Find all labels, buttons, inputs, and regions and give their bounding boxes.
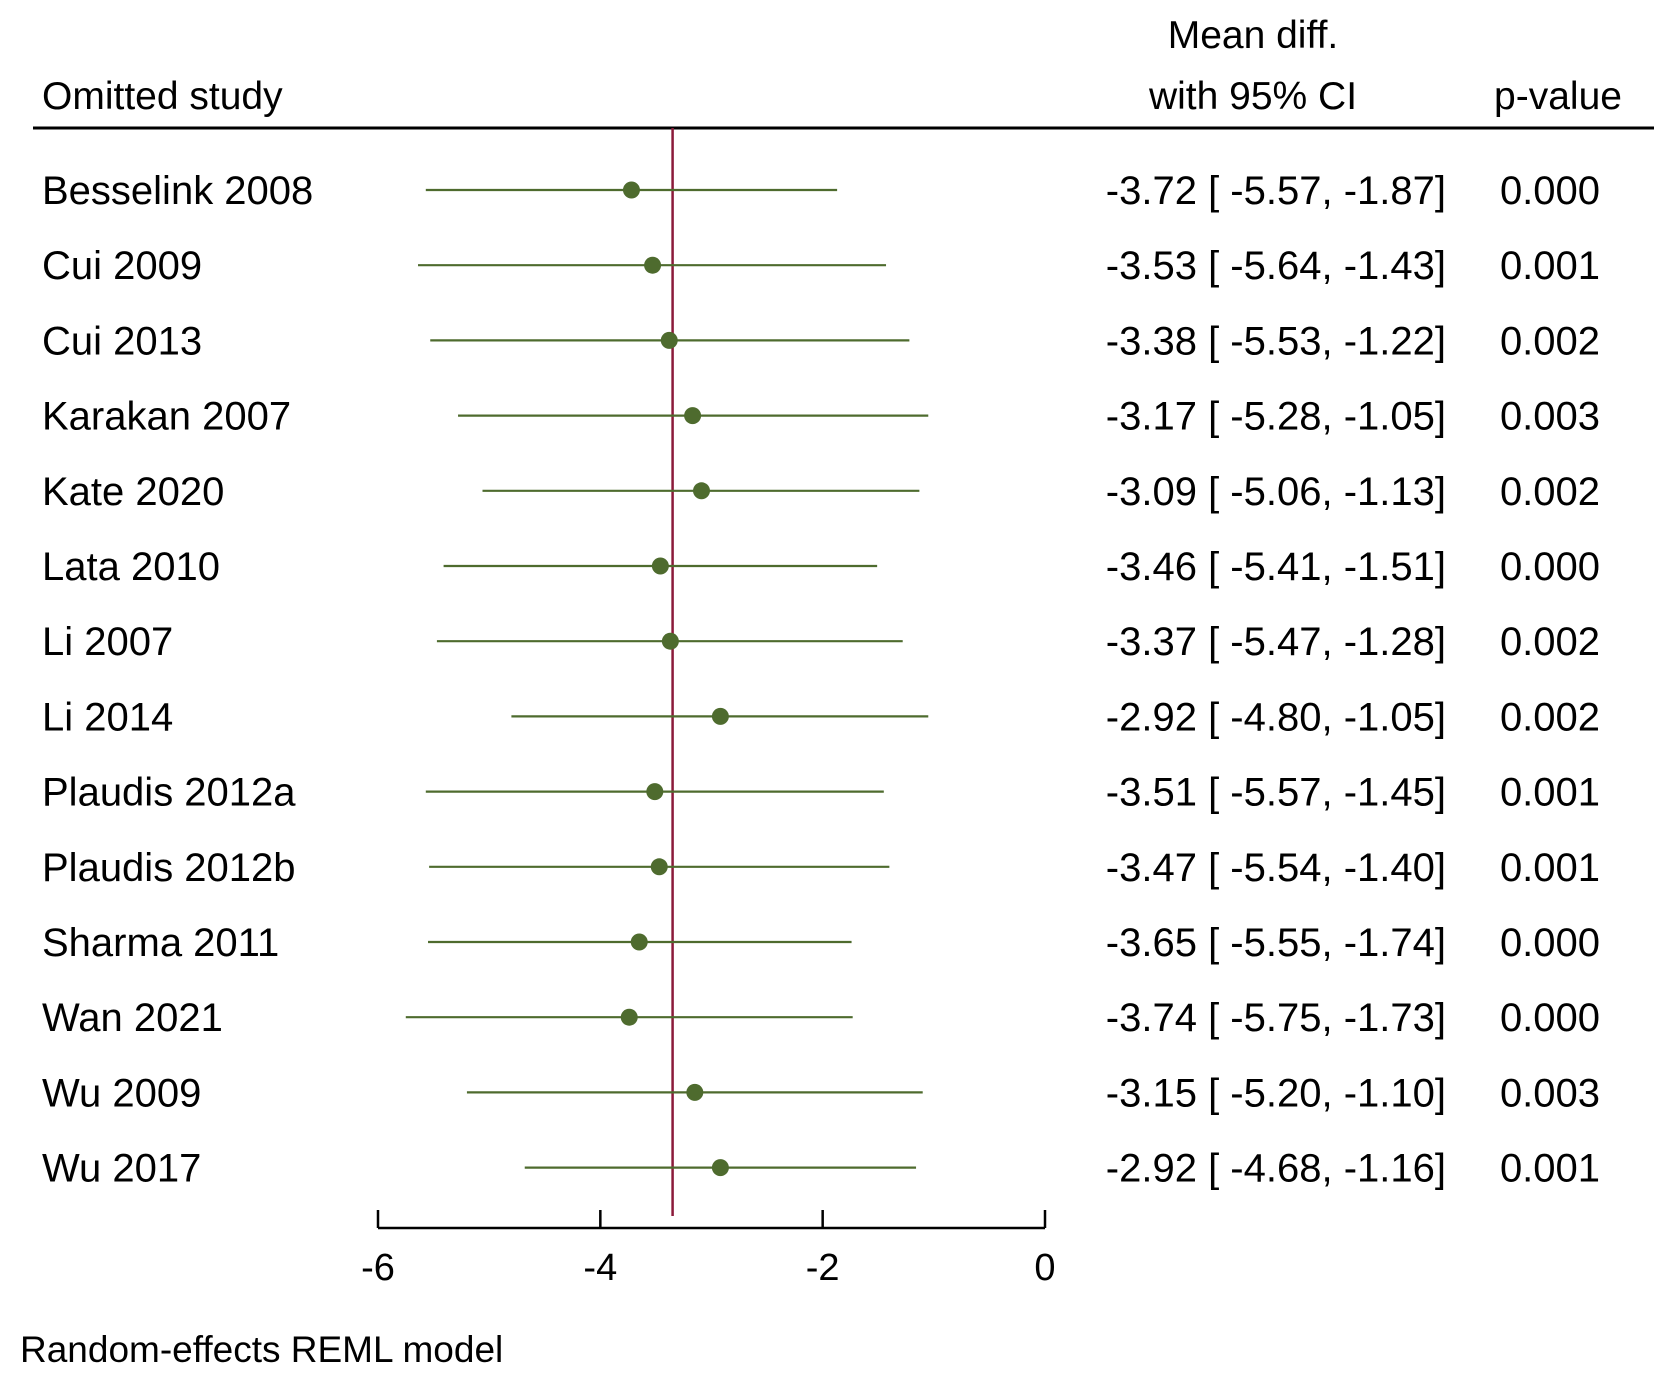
p-value: 0.001 [1500,771,1600,815]
study-row: Sharma 2011 -3.65 [ -5.55, -1.74] 0.000 [42,921,1600,965]
header-mean-diff: Mean diff. [1168,14,1339,57]
effect-marker [646,783,664,801]
ci-value: -2.92 [ -4.68, -1.16] [1106,1147,1446,1191]
p-value: 0.000 [1500,545,1600,589]
p-value: 0.001 [1500,244,1600,288]
ci-value: -3.65 [ -5.55, -1.74] [1106,921,1446,965]
study-row: Kate 2020 -3.09 [ -5.06, -1.13] 0.002 [42,470,1600,514]
header-with-95-ci: with 95% CI [1148,75,1357,118]
study-label: Wan 2021 [42,996,223,1040]
study-row: Besselink 2008 -3.72 [ -5.57, -1.87] 0.000 [42,169,1600,213]
study-label: Plaudis 2012a [42,771,296,815]
ci-value: -3.74 [ -5.75, -1.73] [1106,996,1446,1040]
study-label: Wu 2009 [42,1071,201,1115]
study-row: Cui 2013 -3.38 [ -5.53, -1.22] 0.002 [42,319,1600,363]
x-tick-label: -2 [806,1247,840,1289]
ci-value: -3.37 [ -5.47, -1.28] [1106,620,1446,664]
p-value: 0.003 [1500,395,1600,439]
study-row: Wu 2009 -3.15 [ -5.20, -1.10] 0.003 [42,1071,1600,1115]
effect-marker [651,557,669,575]
ci-value: -3.47 [ -5.54, -1.40] [1106,846,1446,890]
study-row: Karakan 2007 -3.17 [ -5.28, -1.05] 0.003 [42,395,1600,439]
study-row: Plaudis 2012b -3.47 [ -5.54, -1.40] 0.001 [42,846,1600,890]
x-axis: -6 -4 -2 0 [361,1210,1056,1289]
ci-value: -3.38 [ -5.53, -1.22] [1106,319,1446,363]
study-label: Lata 2010 [42,545,220,589]
effect-marker [660,331,678,349]
effect-marker [692,482,710,500]
study-label: Plaudis 2012b [42,846,296,890]
effect-marker [711,1159,729,1177]
ci-value: -3.15 [ -5.20, -1.10] [1106,1071,1446,1115]
p-value: 0.000 [1500,921,1600,965]
effect-marker [644,256,662,274]
ci-value: -3.09 [ -5.06, -1.13] [1106,470,1446,514]
effect-marker [620,1008,638,1026]
effect-marker [686,1083,704,1101]
study-label: Besselink 2008 [42,169,313,213]
study-row: Wu 2017 -2.92 [ -4.68, -1.16] 0.001 [42,1147,1600,1191]
p-value: 0.002 [1500,319,1600,363]
ci-value: -3.17 [ -5.28, -1.05] [1106,395,1446,439]
effect-marker [711,707,729,725]
effect-marker [622,181,640,199]
p-value: 0.002 [1500,620,1600,664]
header-p-value: p-value [1494,75,1622,118]
effect-marker [630,933,648,951]
x-tick-label: -4 [583,1247,617,1289]
x-tick-label: 0 [1034,1247,1055,1289]
header-omitted-study: Omitted study [42,75,283,118]
study-label: Kate 2020 [42,470,224,514]
p-value: 0.002 [1500,470,1600,514]
study-label: Wu 2017 [42,1147,201,1191]
study-label: Cui 2013 [42,319,202,363]
study-row: Lata 2010 -3.46 [ -5.41, -1.51] 0.000 [42,545,1600,589]
p-value: 0.000 [1500,169,1600,213]
study-label: Li 2014 [42,695,173,739]
effect-marker [684,407,702,425]
study-row: Li 2007 -3.37 [ -5.47, -1.28] 0.002 [42,620,1600,664]
study-row: Li 2014 -2.92 [ -4.80, -1.05] 0.002 [42,695,1600,739]
study-row: Cui 2009 -3.53 [ -5.64, -1.43] 0.001 [42,244,1600,288]
effect-marker [650,858,668,876]
study-label: Cui 2009 [42,244,202,288]
ci-value: -2.92 [ -4.80, -1.05] [1106,695,1446,739]
study-label: Sharma 2011 [42,921,279,965]
study-row: Wan 2021 -3.74 [ -5.75, -1.73] 0.000 [42,996,1600,1040]
p-value: 0.000 [1500,996,1600,1040]
p-value: 0.001 [1500,846,1600,890]
study-row: Plaudis 2012a -3.51 [ -5.57, -1.45] 0.001 [42,771,1600,815]
p-value: 0.001 [1500,1147,1600,1191]
ci-value: -3.46 [ -5.41, -1.51] [1106,545,1446,589]
model-note: Random-effects REML model [20,1329,503,1370]
study-label: Karakan 2007 [42,395,291,439]
p-value: 0.002 [1500,695,1600,739]
x-tick-label: -6 [361,1247,395,1289]
ci-value: -3.53 [ -5.64, -1.43] [1106,244,1446,288]
ci-value: -3.72 [ -5.57, -1.87] [1106,169,1446,213]
ci-value: -3.51 [ -5.57, -1.45] [1106,771,1446,815]
study-label: Li 2007 [42,620,173,664]
effect-marker [661,632,679,650]
study-rows: Besselink 2008 -3.72 [ -5.57, -1.87] 0.000… [42,169,1600,1191]
p-value: 0.003 [1500,1071,1600,1115]
